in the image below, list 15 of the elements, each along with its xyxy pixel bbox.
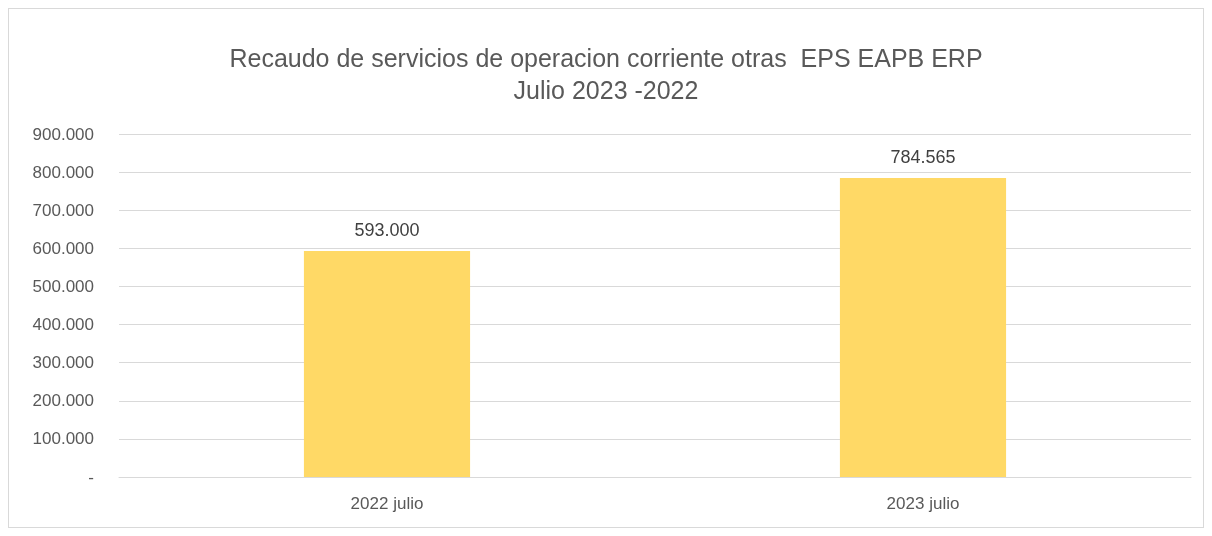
y-tick-label: 500.000	[32, 276, 94, 296]
y-tick-label: -	[88, 467, 94, 487]
data-label: 784.565	[890, 146, 956, 167]
y-tick-label: 700.000	[32, 200, 94, 220]
y-tick-label: 300.000	[32, 353, 94, 373]
y-tick-label: 900.000	[32, 124, 94, 144]
y-tick-label: 200.000	[32, 391, 94, 411]
x-tick-label: 2022 julio	[350, 494, 424, 513]
chart-title: Recaudo de servicios de operacion corriente otras EPS EAPB ERP Julio 2023 -2022	[229, 44, 983, 104]
y-tick-label: 100.000	[32, 429, 94, 449]
y-tick-label: 600.000	[32, 238, 94, 258]
y-tick-label: 800.000	[32, 162, 94, 182]
y-tick-label: 400.000	[32, 315, 94, 335]
data-label: 593.000	[354, 220, 420, 240]
x-tick-label: 2023 julio	[886, 494, 960, 513]
